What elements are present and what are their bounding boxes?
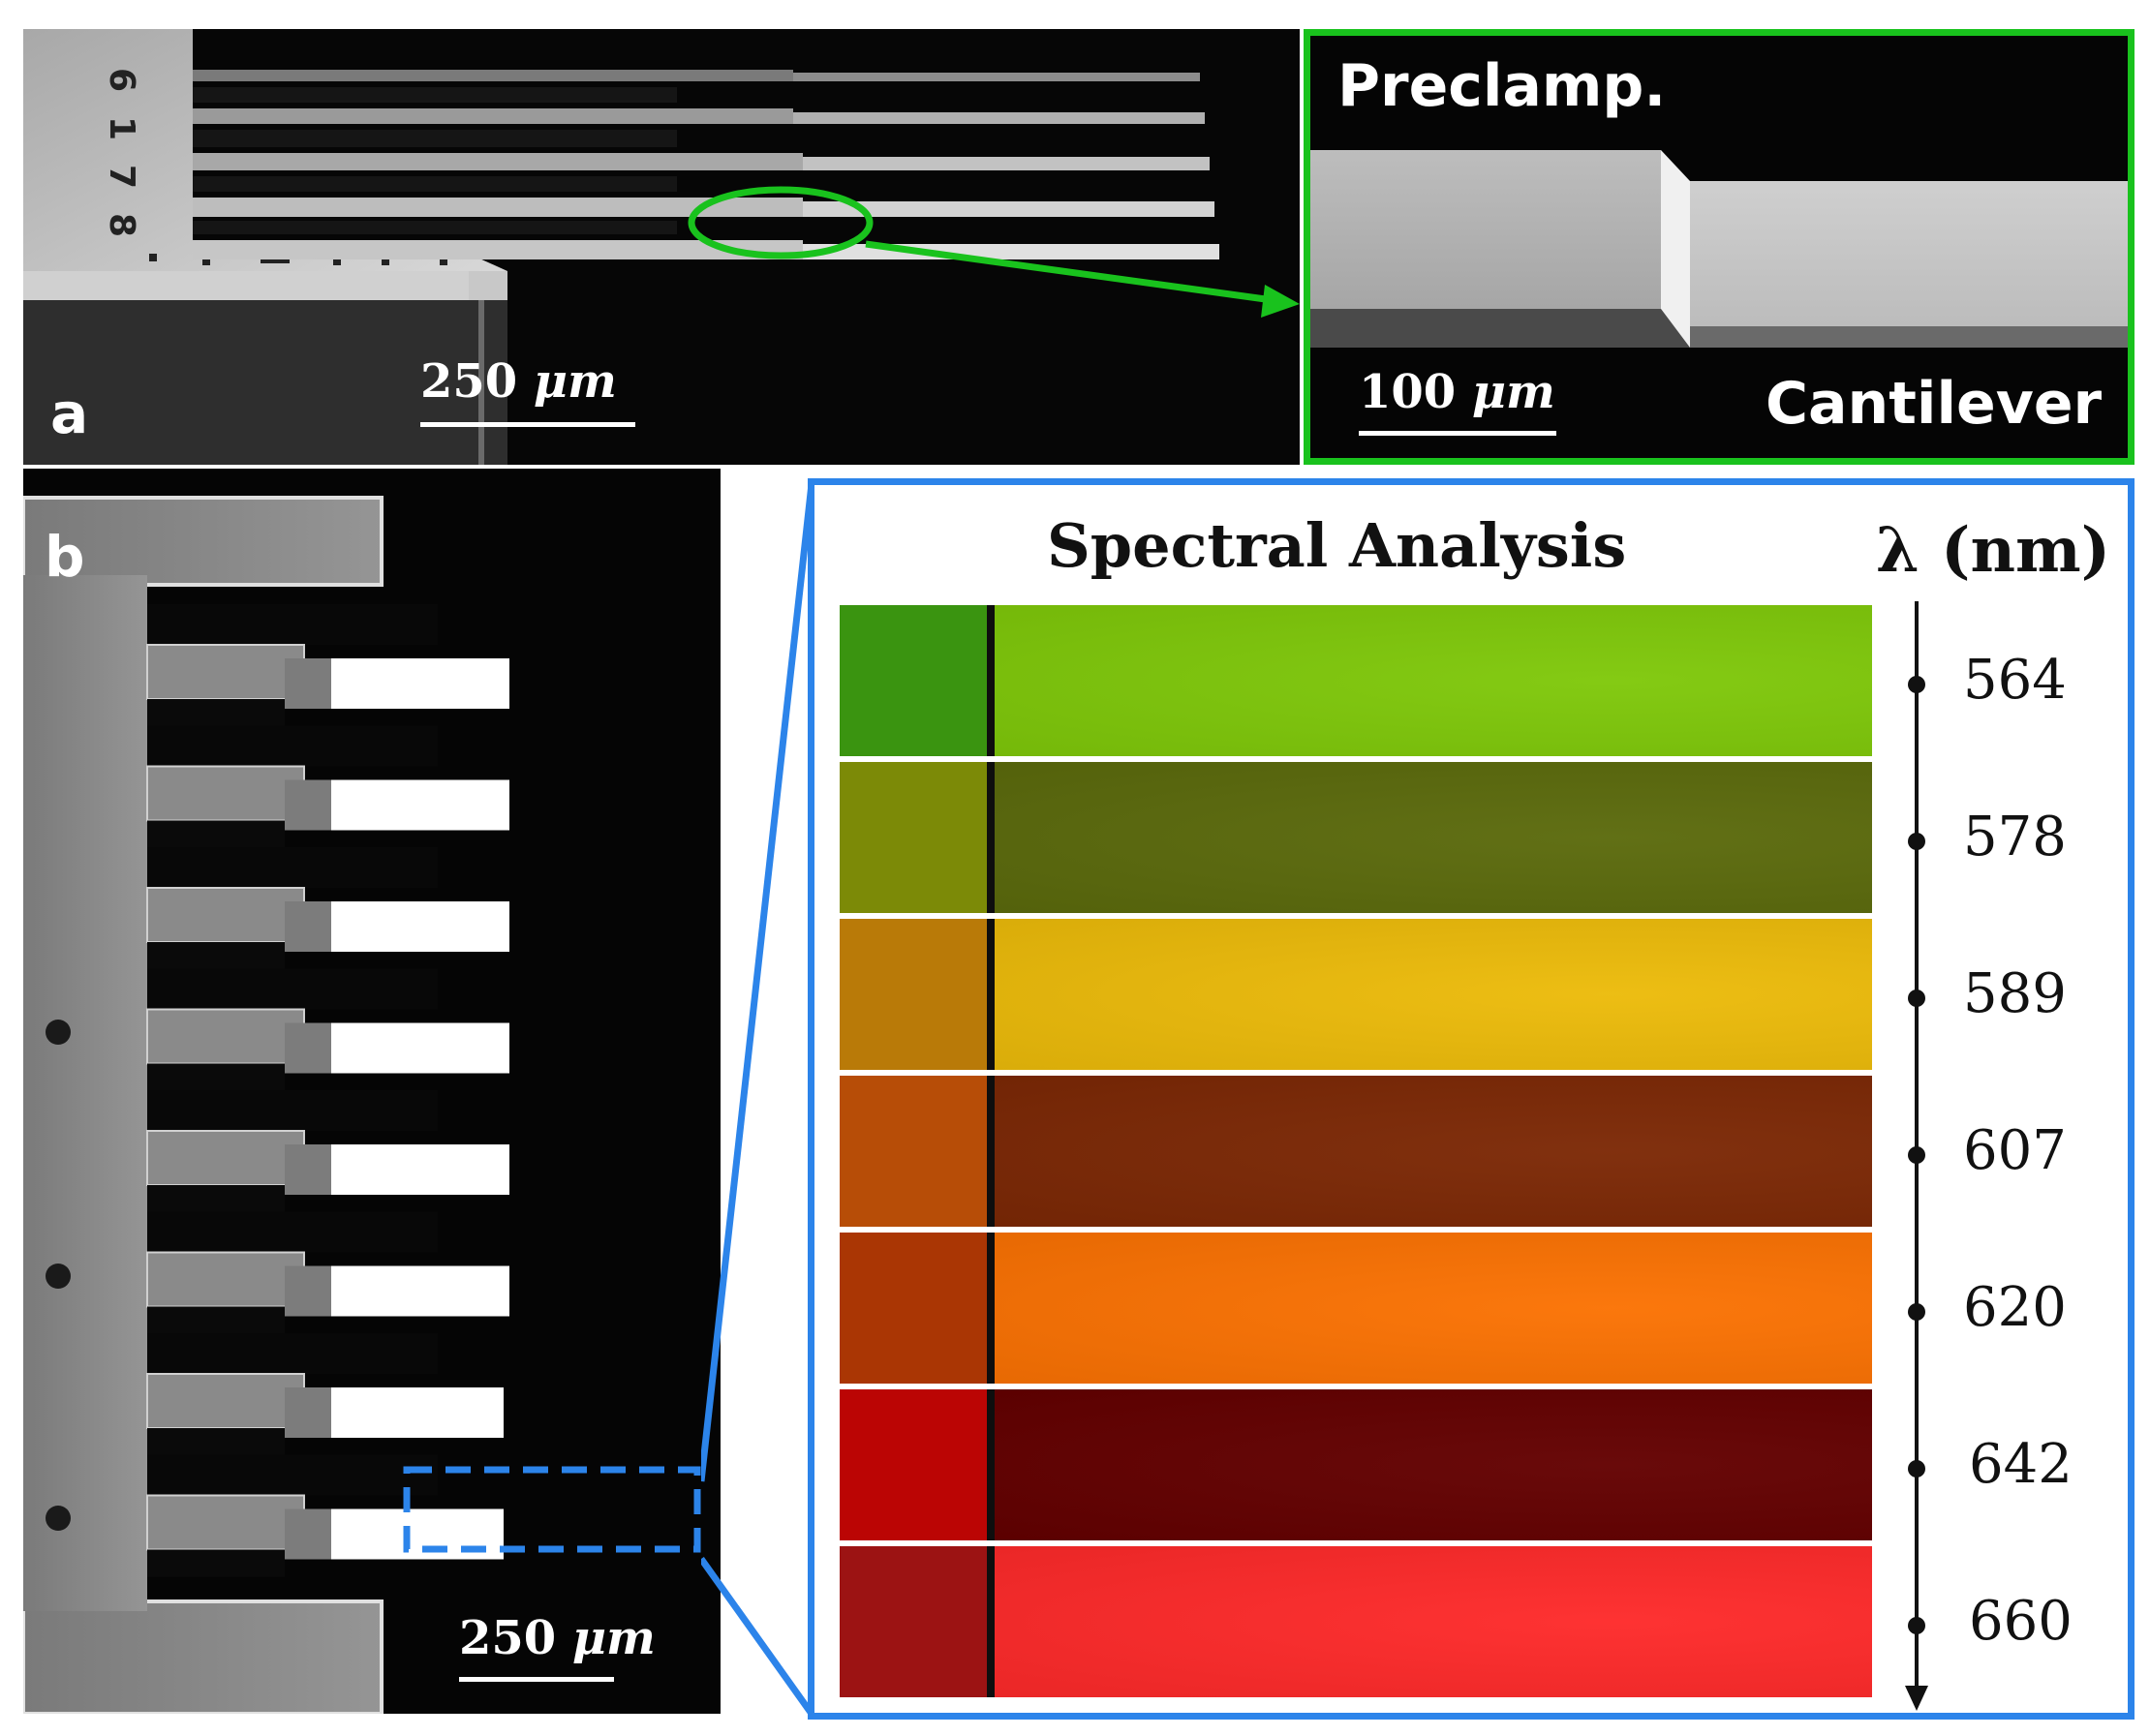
wavelength-label-620: 620 — [1963, 1276, 2067, 1339]
spectral-bands — [840, 605, 1872, 1697]
band-left-segment — [840, 1546, 987, 1697]
arrow-head-icon — [1261, 285, 1300, 318]
wavelength-axis-label: λ (nm) — [1876, 514, 2110, 587]
band-shading — [995, 1076, 1872, 1227]
panel-b-scale-bar: 250 μm — [459, 1615, 656, 1682]
band-main-region — [995, 762, 1872, 913]
band-shading — [995, 605, 1872, 756]
panel-a-scale-label: 250 μm — [420, 358, 635, 405]
panel-b-scale-unit: μm — [571, 1611, 656, 1665]
band-main-region — [995, 605, 1872, 756]
wavelength-axis — [1905, 601, 1928, 1711]
band-main-region — [995, 919, 1872, 1070]
panel-b-scale-line — [459, 1677, 614, 1682]
axis-tick-dot — [1908, 1146, 1925, 1164]
wavelength-label-660: 660 — [1969, 1590, 2073, 1653]
band-left-segment — [840, 1233, 987, 1384]
highlight-ellipse — [688, 186, 874, 259]
wavelength-label-578: 578 — [1963, 806, 2067, 868]
band-divider-line — [987, 1076, 995, 1227]
spectral-band-578 — [840, 762, 1872, 913]
wavelength-label-642: 642 — [1969, 1433, 2073, 1496]
panel-a-letter: a — [50, 381, 89, 446]
panel-a-inset: Preclamp. Cantilever 100 μm — [1304, 29, 2135, 465]
inset-scale-number: 100 — [1359, 365, 1457, 419]
preclamp-cantilever-step-graphic — [1310, 150, 2128, 348]
spectral-band-620 — [840, 1233, 1872, 1384]
panel-a-scale-line — [420, 422, 635, 427]
band-shading — [995, 919, 1872, 1070]
band-left-segment — [840, 605, 987, 756]
svg-text:8: 8 — [102, 213, 141, 237]
band-left-segment — [840, 762, 987, 913]
spectral-band-564 — [840, 605, 1872, 756]
axis-tick-dot — [1908, 676, 1925, 693]
band-main-region — [995, 1389, 1872, 1540]
panel-b-scale-number: 250 — [459, 1611, 557, 1665]
zoom-connector-lines — [701, 483, 815, 1717]
panel-a-cantilever-array-graphic: 6 1 7 8 — [23, 29, 1300, 465]
panel-b-letter: b — [45, 524, 85, 590]
band-main-region — [995, 1546, 1872, 1697]
inset-scale-unit: μm — [1471, 365, 1555, 419]
highlight-box — [403, 1466, 701, 1553]
band-shading — [995, 1389, 1872, 1540]
axis-tick-dot — [1908, 990, 1925, 1007]
wavelength-label-607: 607 — [1963, 1119, 2067, 1182]
inset-scale-bar: 100 μm — [1359, 369, 1556, 436]
band-left-segment — [840, 919, 987, 1070]
inset-scale-label: 100 μm — [1359, 369, 1556, 415]
spectral-band-589 — [840, 919, 1872, 1070]
svg-text:6: 6 — [102, 68, 141, 92]
svg-text:7: 7 — [102, 165, 141, 189]
band-divider-line — [987, 919, 995, 1070]
spectral-title: Spectral Analysis — [1047, 510, 1627, 581]
svg-text:1: 1 — [102, 116, 141, 140]
cantilever-label: Cantilever — [1766, 370, 2103, 438]
band-divider-line — [987, 762, 995, 913]
panel-a-scale-number: 250 — [420, 354, 518, 409]
axis-tick-dot — [1908, 1617, 1925, 1634]
panel-a-sem-image: 6 1 7 8 — [23, 29, 1300, 465]
panel-b-cantilever-array-graphic — [23, 496, 701, 1714]
inset-scale-line — [1359, 431, 1556, 436]
band-main-region — [995, 1076, 1872, 1227]
band-main-region — [995, 1233, 1872, 1384]
wavelength-labels: 564 578 589 607 620 642 660 — [1957, 605, 2112, 1697]
axis-tick-dot — [1908, 833, 1925, 850]
band-shading — [995, 1546, 1872, 1697]
panel-a-scale-bar: 250 μm — [420, 358, 635, 427]
axis-tick-dot — [1908, 1303, 1925, 1321]
axis-tick-dot — [1908, 1460, 1925, 1477]
band-left-segment — [840, 1389, 987, 1540]
spectral-band-642 — [840, 1389, 1872, 1540]
panel-b-sem-image: b 250 μm — [23, 469, 721, 1714]
band-divider-line — [987, 1389, 995, 1540]
band-shading — [995, 762, 1872, 913]
band-divider-line — [987, 1233, 995, 1384]
spectral-band-607 — [840, 1076, 1872, 1227]
panel-b-scale-label: 250 μm — [459, 1615, 656, 1661]
band-left-segment — [840, 1076, 987, 1227]
wavelength-label-589: 589 — [1963, 962, 2067, 1025]
wavelength-label-564: 564 — [1963, 649, 2067, 712]
spectral-analysis-panel: Spectral Analysis λ (nm) 564 578 589 607 620… — [808, 478, 2135, 1720]
panel-a-scale-unit: μm — [533, 354, 617, 409]
band-shading — [995, 1233, 1872, 1384]
preclamp-label: Preclamp. — [1337, 52, 1667, 120]
band-divider-line — [987, 1546, 995, 1697]
band-divider-line — [987, 605, 995, 756]
spectral-band-660 — [840, 1546, 1872, 1697]
axis-arrow-icon — [1905, 1686, 1928, 1711]
